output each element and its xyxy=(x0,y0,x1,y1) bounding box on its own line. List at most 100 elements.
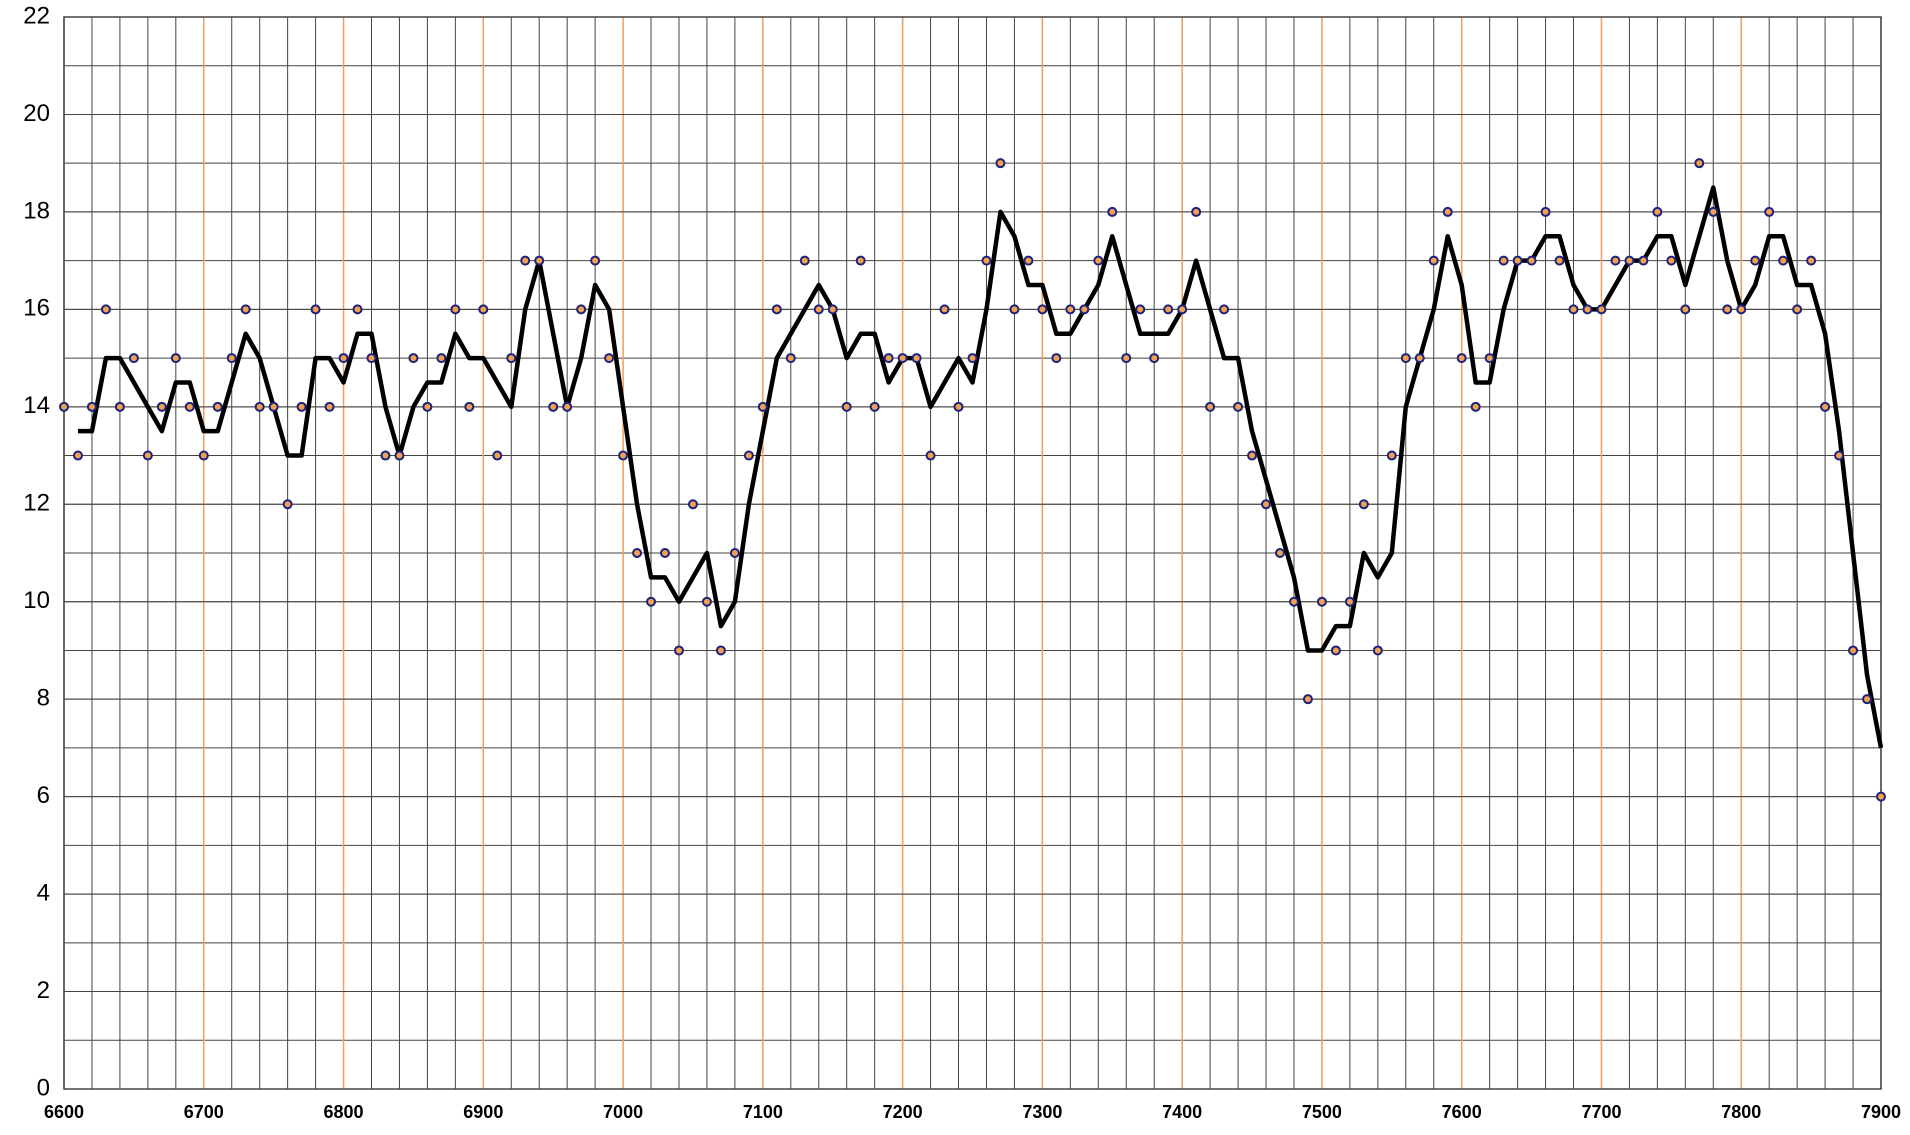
data-point xyxy=(1554,255,1565,266)
data-point xyxy=(1121,353,1132,364)
x-tick-label: 6600 xyxy=(44,1102,84,1122)
data-point xyxy=(1316,596,1327,607)
data-point xyxy=(1009,304,1020,315)
data-point xyxy=(1358,499,1369,510)
data-point xyxy=(1470,401,1481,412)
data-point xyxy=(1582,304,1593,315)
data-point xyxy=(1876,791,1886,802)
data-point xyxy=(673,645,684,656)
data-point xyxy=(128,353,139,364)
data-point xyxy=(1051,353,1062,364)
data-point xyxy=(1023,255,1034,266)
data-point xyxy=(757,401,768,412)
data-point xyxy=(184,401,195,412)
data-point xyxy=(897,353,908,364)
data-point xyxy=(478,304,489,315)
data-point xyxy=(366,353,377,364)
data-point xyxy=(156,401,167,412)
data-point xyxy=(687,499,698,510)
data-point xyxy=(1302,694,1313,705)
data-point xyxy=(953,401,964,412)
data-point xyxy=(660,548,671,558)
data-point xyxy=(1386,450,1397,461)
x-tick-label: 7700 xyxy=(1581,1102,1621,1122)
x-tick-label: 7300 xyxy=(1022,1102,1062,1122)
data-point xyxy=(338,353,349,364)
data-point xyxy=(1330,645,1341,656)
x-tick-label: 7800 xyxy=(1721,1102,1761,1122)
x-tick-label: 7500 xyxy=(1302,1102,1342,1122)
data-point xyxy=(1512,255,1523,266)
data-point xyxy=(1261,499,1272,510)
data-point xyxy=(394,450,405,461)
data-point xyxy=(1694,158,1705,169)
data-point xyxy=(324,401,335,412)
data-point xyxy=(715,645,726,656)
x-tick-label: 6700 xyxy=(184,1102,224,1122)
x-tick-label: 6900 xyxy=(463,1102,503,1122)
data-point xyxy=(1652,206,1663,217)
data-point xyxy=(422,401,433,412)
data-point xyxy=(114,401,125,412)
data-point xyxy=(408,353,419,364)
data-point xyxy=(1442,206,1453,217)
data-point xyxy=(925,450,936,461)
data-point xyxy=(212,401,223,412)
y-tick-label: 10 xyxy=(23,587,50,614)
data-point xyxy=(72,450,83,461)
data-point xyxy=(1792,304,1803,315)
data-point xyxy=(1708,206,1719,217)
data-point xyxy=(1079,304,1090,315)
data-point xyxy=(1093,255,1104,266)
data-point xyxy=(1344,596,1355,607)
data-point xyxy=(296,401,307,412)
data-point xyxy=(380,450,391,461)
data-point xyxy=(590,255,601,266)
data-point xyxy=(506,353,517,364)
data-point xyxy=(632,548,643,558)
data-point xyxy=(198,450,209,461)
data-point xyxy=(1596,304,1607,315)
data-point xyxy=(352,304,363,315)
data-point xyxy=(59,401,69,412)
x-tick-label: 7600 xyxy=(1442,1102,1482,1122)
data-point xyxy=(170,353,181,364)
data-point xyxy=(1848,645,1859,656)
data-point xyxy=(1414,353,1425,364)
data-point xyxy=(1610,255,1621,266)
data-point xyxy=(562,401,573,412)
data-point xyxy=(1862,694,1873,705)
data-point xyxy=(100,304,111,315)
data-point xyxy=(1624,255,1635,266)
data-point xyxy=(1666,255,1677,266)
data-point xyxy=(1037,304,1048,315)
data-point xyxy=(827,304,838,315)
data-point xyxy=(1219,304,1230,315)
data-point xyxy=(981,255,992,266)
data-point xyxy=(464,401,475,412)
data-point xyxy=(1065,304,1076,315)
data-point xyxy=(1638,255,1649,266)
data-point xyxy=(1107,206,1118,217)
plot-border xyxy=(63,16,1882,1090)
data-point xyxy=(1736,304,1747,315)
y-tick-label: 18 xyxy=(23,197,50,224)
data-point xyxy=(1247,450,1258,461)
x-tick-label: 7200 xyxy=(883,1102,923,1122)
data-point xyxy=(450,304,461,315)
data-point xyxy=(240,304,251,315)
data-point xyxy=(1205,401,1216,412)
moving-average-line xyxy=(77,185,1884,749)
data-point xyxy=(1820,401,1831,412)
data-point xyxy=(86,401,97,412)
data-point xyxy=(1372,645,1383,656)
data-point xyxy=(1274,548,1285,558)
data-point xyxy=(1778,255,1789,266)
data-point xyxy=(967,353,978,364)
data-point xyxy=(1428,255,1439,266)
data-point xyxy=(1526,255,1537,266)
data-point xyxy=(841,401,852,412)
x-tick-label: 6800 xyxy=(324,1102,364,1122)
